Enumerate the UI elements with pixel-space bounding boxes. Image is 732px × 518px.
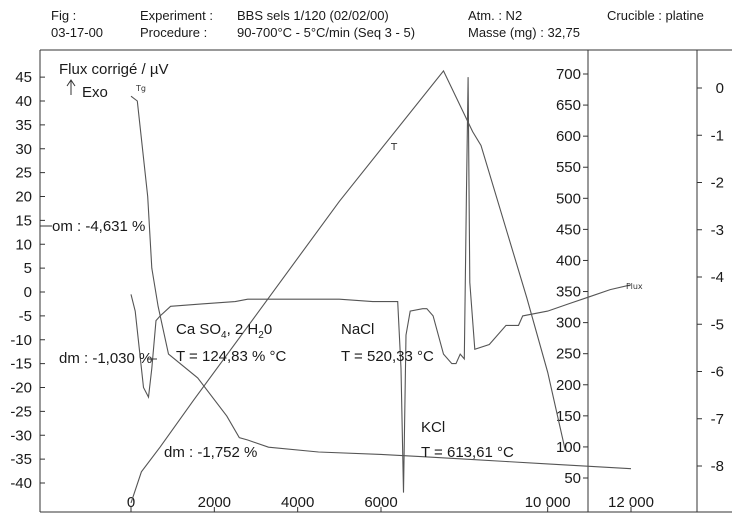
y-left-tick-label: 35 xyxy=(15,117,32,134)
crucible: Crucible : platine xyxy=(607,8,704,23)
y-axis-title: Flux corrigé / µV xyxy=(59,61,169,78)
y-mid-tick-label: 300 xyxy=(556,315,581,332)
y-right-tick-label: -6 xyxy=(711,364,724,381)
y-mid-tick-label: 100 xyxy=(556,439,581,456)
y-mid-tick-label: 200 xyxy=(556,377,581,394)
fig-value: 03-17-00 xyxy=(51,25,104,40)
annotation-nacl: NaCl xyxy=(341,321,374,338)
sample-mass: Masse (mg) : 32,75 xyxy=(468,25,580,40)
y-mid-tick-label: 600 xyxy=(556,128,581,145)
y-left-tick-label: -35 xyxy=(10,451,32,468)
curve-label-flux: Flux xyxy=(626,282,643,291)
y-left-tick-label: 0 xyxy=(24,284,32,301)
y-left-tick-label: 25 xyxy=(15,165,32,182)
y-left-tick-label: -30 xyxy=(10,427,32,444)
procedure-value: 90-700°C - 5°C/min (Seq 3 - 5) xyxy=(237,25,416,40)
y-mid-tick-label: 500 xyxy=(556,190,581,207)
y-right-tick-label: -5 xyxy=(711,316,724,333)
y-mid-tick-label: 400 xyxy=(556,252,581,269)
y-left-tick-label: 30 xyxy=(15,141,32,158)
y-left-tick-label: 20 xyxy=(15,189,32,206)
x-tick-label: 10 000 xyxy=(525,494,571,511)
annotation-nacl-temp: T = 520,33 °C xyxy=(341,348,434,365)
y-left-tick-label: 40 xyxy=(15,93,32,110)
y-left-tick-label: -25 xyxy=(10,403,32,420)
exo-label: Exo xyxy=(82,84,108,101)
annotation-kcl: KCl xyxy=(421,419,445,436)
x-tick-label: 2000 xyxy=(198,494,231,511)
x-tick-label: 12 000 xyxy=(608,494,654,511)
y-mid-tick-label: 450 xyxy=(556,221,581,238)
procedure-label: Procedure : xyxy=(140,25,208,40)
y-mid-tick-label: 700 xyxy=(556,66,581,83)
y-left-tick-label: -40 xyxy=(10,475,32,492)
y-left-tick-label: -5 xyxy=(19,308,32,325)
y-right-tick-label: -3 xyxy=(711,222,724,239)
series-line-tg xyxy=(130,95,632,470)
experiment-value: BBS sels 1/120 (02/02/00) xyxy=(237,8,389,23)
y-left-tick-label: -10 xyxy=(10,332,32,349)
y-left-tick-label: -15 xyxy=(10,356,32,373)
annotation-dm2: dm : -1,752 % xyxy=(164,444,257,461)
y-mid-tick-label: 50 xyxy=(564,470,581,487)
annotation-dm1: dm : -1,030 % xyxy=(59,350,152,367)
y-left-tick-label: 5 xyxy=(24,260,32,277)
curve-label-t: T xyxy=(390,142,398,153)
series-line-temperature xyxy=(130,69,566,504)
exo-arrow-icon xyxy=(66,79,76,95)
atmosphere: Atm. : N2 xyxy=(468,8,523,23)
annotation-caso4-temp: T = 124,83 % °C xyxy=(176,348,287,365)
fig-label: Fig : xyxy=(51,8,77,23)
y-right-tick-label: -4 xyxy=(711,269,724,286)
y-left-tick-label: 45 xyxy=(15,69,32,86)
x-tick-label: 4000 xyxy=(281,494,314,511)
curve-label-tg: Tg xyxy=(135,84,146,93)
annotation-kcl-temp: T = 613,61 °C xyxy=(421,444,514,461)
y-right-tick-label: -2 xyxy=(711,175,724,192)
y-right-tick-label: -1 xyxy=(711,127,724,144)
y-mid-tick-label: 350 xyxy=(556,284,581,301)
y-right-tick-label: 0 xyxy=(716,80,724,97)
y-right-tick-label: -8 xyxy=(711,458,724,475)
y-mid-tick-label: 550 xyxy=(556,159,581,176)
y-left-tick-label: -20 xyxy=(10,380,32,397)
y-mid-tick-label: 650 xyxy=(556,97,581,114)
y-left-tick-label: 10 xyxy=(15,236,32,253)
annotation-om: om : -4,631 % xyxy=(52,218,145,235)
x-tick-label: 6000 xyxy=(364,494,397,511)
y-mid-tick-label: 150 xyxy=(556,408,581,425)
annotation-caso4: Ca SO4, 2 H20 xyxy=(176,321,272,341)
experiment-label: Experiment : xyxy=(140,8,213,23)
series-line-flux xyxy=(130,77,632,493)
y-left-tick-label: 15 xyxy=(15,212,32,229)
y-mid-tick-label: 250 xyxy=(556,346,581,363)
y-right-tick-label: -7 xyxy=(711,411,724,428)
